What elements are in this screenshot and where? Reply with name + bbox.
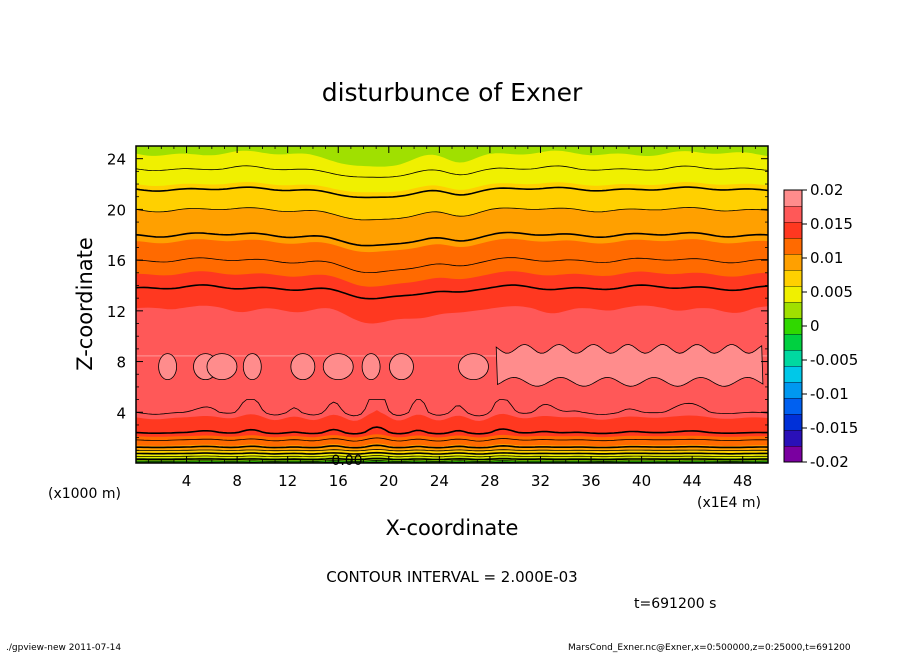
contour-lower-2 (136, 457, 768, 461)
max-cell-3 (242, 353, 262, 381)
contour-interval-annotation: CONTOUR INTERVAL = 2.000E-03 (326, 568, 577, 586)
x-tick-label: 4 (182, 472, 192, 490)
contour-lower-6 (136, 444, 768, 449)
contour-value-label: 0.00 (331, 453, 362, 469)
y-axis-label: Z-coordinate (73, 237, 97, 371)
footer-right: MarsCond_Exner.nc@Exner,x=0:500000,z=0:2… (568, 643, 851, 653)
y-tick-label: 24 (107, 151, 126, 169)
x-tick-label: 16 (329, 472, 348, 490)
colorbar-swatch (783, 205, 803, 223)
colorbar-swatch (783, 381, 803, 399)
y-tick-label: 8 (116, 354, 126, 372)
contour-lower-3 (136, 455, 768, 458)
colorbar-tick-label: -0.02 (810, 453, 849, 471)
max-cell-5 (322, 353, 354, 381)
colorbar-swatch (783, 253, 803, 271)
y-tick-label: 20 (107, 201, 126, 219)
x-tick-label: 24 (430, 472, 449, 490)
colorbar-tick-label: -0.015 (810, 419, 858, 437)
colorbar: 0.02 0.015 0.01 0.005 0 -0.005 -0.01 -0.015 -0.0… (783, 181, 858, 471)
contour-upper-4 (136, 186, 768, 199)
x-axis-label: X-coordinate (386, 516, 519, 540)
x-tick-label: 20 (379, 472, 398, 490)
y-tick-label: 16 (107, 252, 126, 270)
colorbar-swatch (783, 269, 803, 287)
band-level-15 (136, 305, 768, 421)
colorbar-swatches (783, 189, 803, 463)
colorbar-tick-label: 0.015 (810, 215, 853, 233)
colorbar-tick-label: 0 (810, 317, 820, 335)
max-cell-band (495, 343, 764, 387)
colorbar-swatch (783, 445, 803, 463)
colorbar-swatch (783, 333, 803, 351)
contour-upper-3 (136, 165, 768, 178)
colorbar-swatch (783, 413, 803, 431)
chart-title: disturbunce of Exner (322, 78, 583, 107)
colorbar-ticks: 0.02 0.015 0.01 0.005 0 -0.005 -0.01 -0.015 -0.0… (802, 181, 858, 471)
colorbar-swatch (783, 349, 803, 367)
x-tick-label: 44 (683, 472, 702, 490)
colorbar-tick-label: 0.005 (810, 283, 853, 301)
max-cell-4 (290, 353, 316, 381)
y-tick-label: 4 (116, 404, 126, 422)
colorbar-tick-label: 0.01 (810, 249, 843, 267)
colorbar-swatch (783, 237, 803, 255)
x-tick-label: 8 (232, 472, 242, 490)
contour-upper-8 (136, 284, 768, 300)
contour-lower-7 (136, 437, 768, 442)
x-axis-ticks: 4 8 12 16 20 24 28 32 36 40 44 48 (148, 146, 756, 490)
colorbar-swatch (783, 189, 803, 207)
colorbar-swatch (783, 429, 803, 447)
contour-upper-5 (136, 206, 768, 221)
max-cell-6 (361, 353, 381, 381)
x-tick-label: 48 (733, 472, 752, 490)
contour-fill-bands (136, 146, 768, 463)
high-value-cells (158, 343, 764, 387)
x-tick-label: 40 (632, 472, 651, 490)
max-cell-8 (458, 353, 489, 381)
x-tick-label: 32 (531, 472, 550, 490)
x-tick-label: 36 (581, 472, 600, 490)
colorbar-tick-label: -0.005 (810, 351, 858, 369)
contour-lower-5 (136, 449, 768, 452)
plot-area (135, 145, 769, 464)
colorbar-swatch (783, 301, 803, 319)
colorbar-swatch (783, 365, 803, 383)
y-axis-unit: (x1000 m) (48, 486, 121, 502)
time-annotation: t=691200 s (634, 596, 716, 612)
footer-left: ./gpview-new 2011-07-14 (6, 643, 121, 653)
colorbar-swatch (783, 221, 803, 239)
contour-lower-8 (136, 426, 768, 435)
contour-upper-7 (136, 257, 768, 274)
colorbar-swatch (783, 317, 803, 335)
x-axis-unit: (x1E4 m) (697, 495, 761, 511)
max-cell-0 (158, 353, 178, 381)
x-tick-label: 12 (278, 472, 297, 490)
colorbar-tick-label: 0.02 (810, 181, 843, 199)
max-cell-2 (206, 353, 238, 381)
y-tick-label: 12 (107, 303, 126, 321)
colorbar-swatch (783, 397, 803, 415)
max-cell-7 (389, 353, 414, 381)
colorbar-swatch (783, 285, 803, 303)
contour-upper-6 (136, 231, 768, 247)
contour-lower-9 (136, 399, 768, 417)
y-axis-ticks: 4 8 12 16 20 24 (107, 151, 768, 451)
colorbar-tick-label: -0.01 (810, 385, 849, 403)
contour-lower-4 (136, 451, 768, 455)
x-tick-label: 28 (480, 472, 499, 490)
